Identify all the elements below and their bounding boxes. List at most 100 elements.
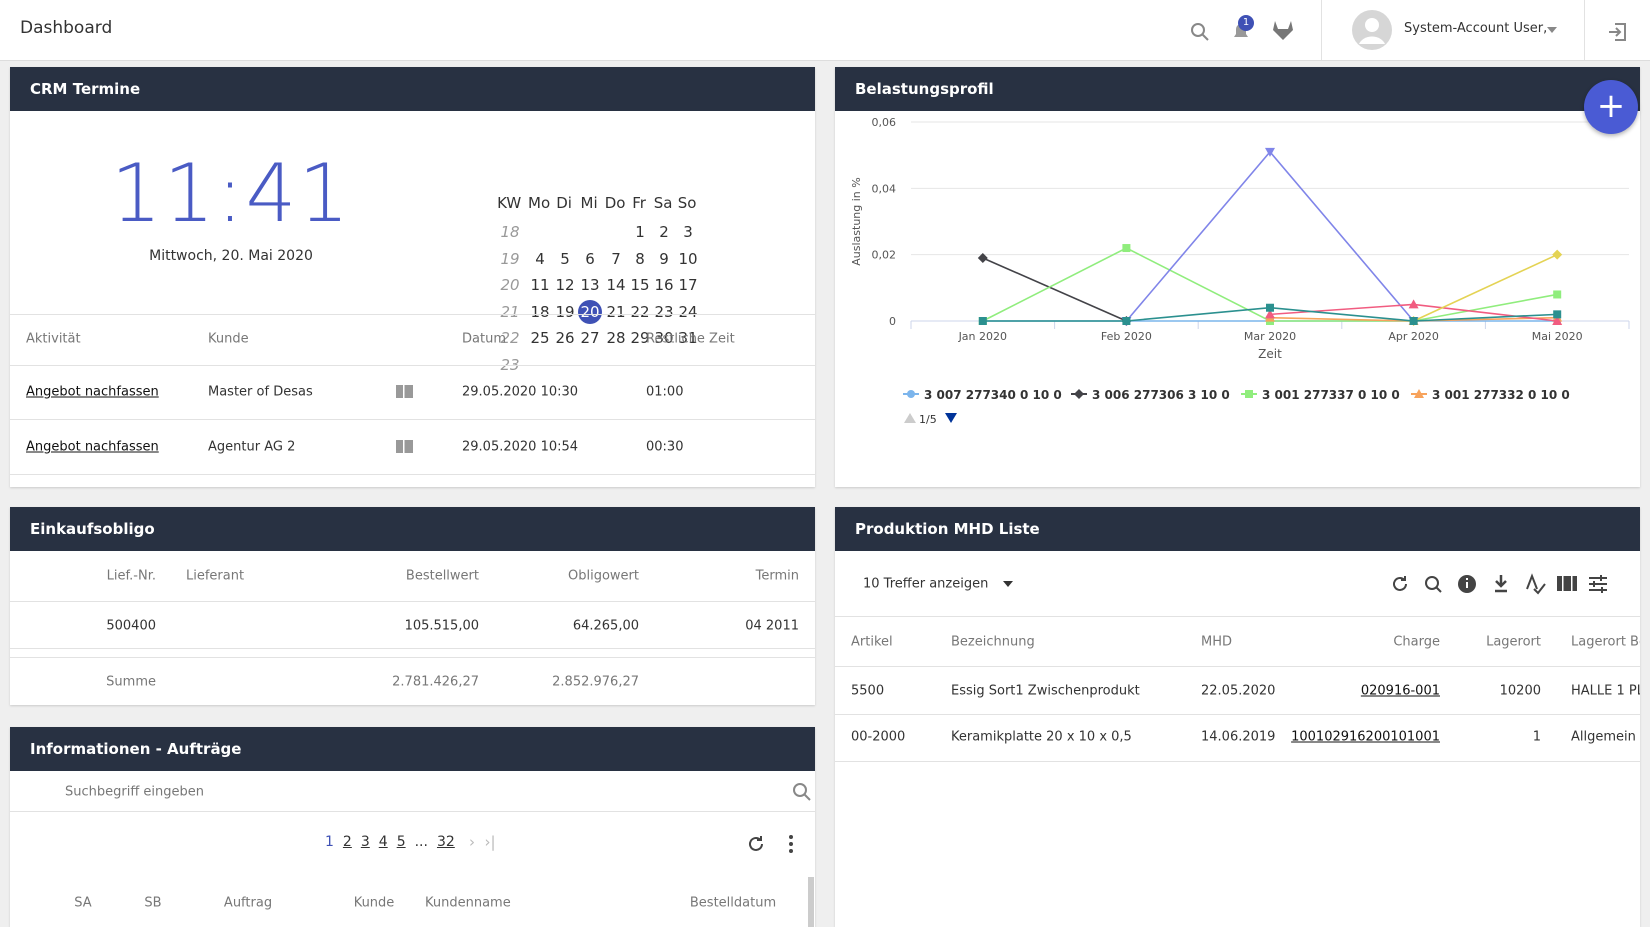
calendar-day[interactable]: 8: [635, 249, 645, 268]
info-panel: Informationen - Aufträge Suchbegriff ein…: [10, 727, 815, 927]
calendar-day[interactable]: 15: [630, 276, 650, 294]
point: [1265, 147, 1275, 157]
calendar-day[interactable]: 7: [611, 249, 621, 268]
grid-icon[interactable]: [396, 385, 413, 398]
panel-title: Informationen - Aufträge: [10, 727, 815, 771]
cell: Obligowert: [568, 568, 639, 584]
cell: MHD: [1201, 634, 1233, 650]
calendar-day[interactable]: 10: [678, 249, 698, 268]
calendar-day[interactable]: 17: [678, 276, 698, 294]
page-size-select[interactable]: 10 Treffer anzeigen: [863, 576, 989, 592]
search-icon[interactable]: [791, 781, 813, 803]
menu-icon[interactable]: [780, 833, 802, 855]
avatar[interactable]: [1351, 9, 1393, 51]
point: [1265, 309, 1275, 319]
caret[interactable]: [1546, 26, 1558, 34]
cell: Summe: [106, 674, 156, 690]
x-tick-label: Jan 2020: [958, 330, 1007, 343]
crm-panel: CRM Termine 11:41 Mittwoch, 20. Mai 2020…: [10, 67, 815, 487]
chart-panel: Belastungsprofil 0 0,02 0,04 0,06 Jan 2020 Fe…: [835, 67, 1640, 487]
point: [1553, 310, 1562, 319]
cell: Lagerort Be: [1571, 634, 1640, 650]
cell[interactable]: Angebot nachfassen: [26, 384, 159, 400]
logout-icon[interactable]: [1606, 20, 1630, 44]
grid-icon[interactable]: [396, 440, 413, 453]
search-input[interactable]: Suchbegriff eingeben: [65, 784, 205, 800]
calendar-day[interactable]: 5: [560, 249, 570, 268]
calendar-day[interactable]: 6: [585, 249, 595, 268]
cell: Datum: [462, 331, 506, 347]
cell: 2.852.976,27: [552, 674, 639, 690]
cell: Restliche Zeit: [646, 331, 735, 347]
calendar-header: So: [677, 194, 697, 212]
calendar-day[interactable]: 30: [654, 329, 674, 347]
cell: 22.05.2020: [1201, 683, 1276, 699]
cell: HALLE 1 PL: [1571, 683, 1640, 699]
calendar-header: Di: [556, 194, 572, 212]
gitlab-icon[interactable]: [1270, 18, 1296, 42]
page-link[interactable]: 3: [360, 834, 370, 850]
add-button[interactable]: +: [1584, 80, 1638, 134]
cell: 500400: [106, 618, 156, 634]
scrollbar: [808, 877, 814, 927]
series-line: [982, 257, 1127, 322]
cell: 14.06.2019: [1201, 729, 1276, 745]
calendar-header: KW: [497, 194, 522, 212]
cell: 29.05.2020 10:30: [462, 384, 579, 400]
top-bar: Dashboard 1 System-Account User,: [0, 0, 1650, 61]
cell: 2.781.426,27: [392, 674, 479, 690]
y-tick-label: 0: [889, 315, 896, 328]
calendar-day[interactable]: 29: [630, 329, 650, 347]
pager-next[interactable]: › ›|: [469, 833, 496, 851]
cell: 04 2011: [745, 618, 799, 634]
cell[interactable]: 100102916200101001: [1291, 729, 1440, 745]
page-link[interactable]: 5: [396, 834, 406, 850]
page-link[interactable]: 2: [342, 834, 352, 850]
calendar-day[interactable]: 23: [654, 302, 674, 321]
calendar-day[interactable]: 13: [580, 276, 600, 294]
calendar-day[interactable]: 26: [555, 329, 575, 347]
user-name[interactable]: System-Account User,: [1404, 21, 1548, 36]
chart-title: Belastungsprofil: [835, 67, 1640, 111]
cell[interactable]: Angebot nachfassen: [26, 439, 159, 455]
cell: SA: [74, 895, 92, 911]
calendar-day[interactable]: 16: [654, 276, 674, 294]
calendar-day[interactable]: 12: [555, 276, 575, 294]
calendar-day[interactable]: 3: [683, 223, 693, 241]
cell: Termin: [755, 568, 799, 584]
einkauf-panel: Einkaufsobligo Lief.-Nr. Lieferant Bestell…: [10, 507, 815, 705]
cell: Kundenname: [425, 895, 511, 911]
calendar-day[interactable]: 25: [530, 329, 550, 347]
calendar-day[interactable]: 24: [678, 302, 698, 321]
cell[interactable]: 020916-001: [1360, 683, 1440, 699]
caret[interactable]: [1002, 579, 1014, 589]
calendar-day[interactable]: 4: [535, 249, 545, 268]
calendar-day[interactable]: 19: [555, 302, 575, 321]
page-link[interactable]: 4: [378, 834, 388, 850]
page-link[interactable]: 32: [436, 834, 455, 850]
point: [978, 317, 987, 325]
cell: Artikel: [851, 634, 893, 650]
calendar-day[interactable]: 20: [578, 299, 602, 324]
calendar-day[interactable]: 14: [606, 276, 626, 294]
calendar-day[interactable]: 21: [606, 302, 626, 321]
calendar-day[interactable]: 1: [635, 223, 645, 241]
page-link[interactable]: 1: [325, 834, 334, 850]
cell: Essig Sort1 Zwischenprodukt: [951, 683, 1140, 699]
calendar-day[interactable]: 9: [659, 249, 669, 268]
point: [1074, 389, 1084, 399]
calendar-day[interactable]: 18: [530, 302, 550, 321]
clock: 11:41: [110, 147, 352, 240]
search-icon[interactable]: [1188, 20, 1212, 44]
cell: Kunde: [353, 895, 395, 911]
calendar-day[interactable]: 28: [606, 329, 626, 347]
calendar-day[interactable]: 22: [630, 302, 650, 321]
toolbar-icons[interactable]: [1390, 572, 1610, 596]
calendar-day[interactable]: 11: [530, 276, 550, 294]
calendar-day[interactable]: 2: [659, 223, 669, 241]
x-tick-label: Apr 2020: [1388, 330, 1439, 343]
calendar-day[interactable]: 27: [580, 329, 600, 347]
calendar-day[interactable]: 31: [678, 329, 698, 347]
x-axis-label: Zeit: [1258, 347, 1282, 361]
refresh-icon[interactable]: [745, 833, 767, 855]
